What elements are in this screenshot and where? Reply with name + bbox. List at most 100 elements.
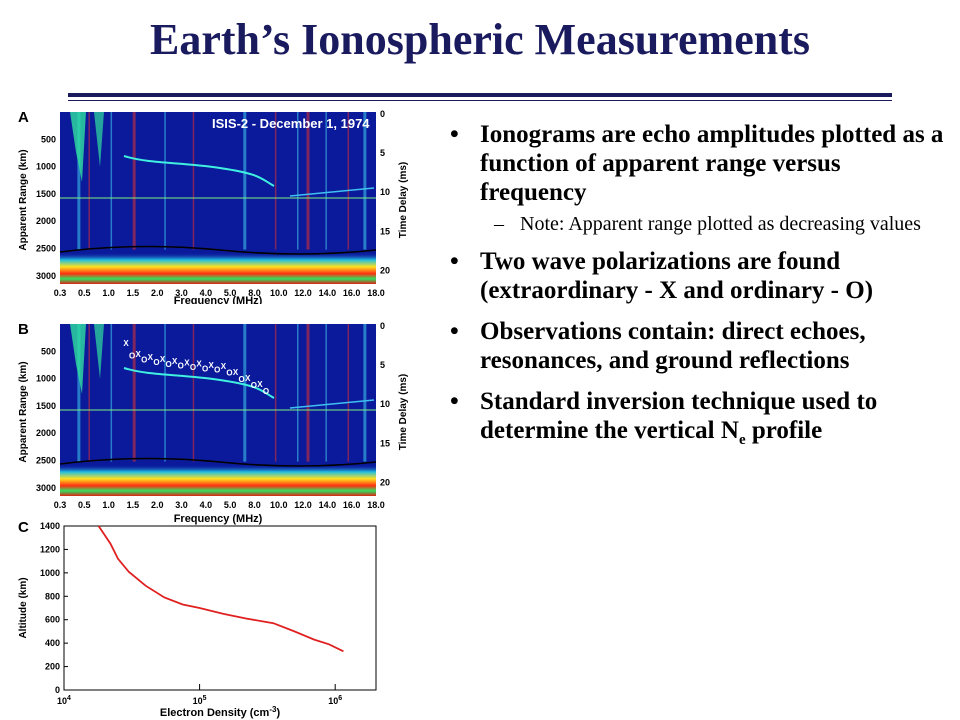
spectral-streaks [59, 324, 377, 467]
x-tick-label: 14.0 [319, 500, 337, 510]
x-tick-label: 1.0 [102, 500, 115, 510]
y2-axis-label: Time Delay (ms) [398, 374, 409, 451]
polarization-marker: O [226, 369, 232, 378]
x-tick-label: 8.0 [248, 500, 261, 510]
resonance-streak [164, 324, 166, 462]
x-axis-label: Frequency (MHz) [174, 295, 263, 304]
panel-letter: A [18, 109, 29, 126]
polarization-marker: X [136, 350, 142, 359]
polarization-marker: X [196, 360, 202, 369]
x-tick-label: 1.5 [127, 500, 140, 510]
y-tick-label: 1000 [36, 162, 56, 172]
y2-tick-label: 20 [380, 265, 390, 275]
resonance-streak [77, 112, 81, 250]
polarization-marker: O [129, 352, 135, 361]
polarization-marker: X [184, 358, 190, 367]
x-tick-label: 16.0 [343, 288, 361, 298]
density-profile-panel-c: C 0 200 400 600 800 1000 1200 1400 104 105 106 Al… [18, 519, 377, 719]
polarization-marker: O [251, 381, 257, 390]
polarization-marker: O [202, 364, 208, 373]
y-axis-ticks: 0 200 400 600 800 1000 1200 1400 [40, 521, 68, 695]
x-tick-label: 8.0 [248, 288, 261, 298]
y2-tick-label: 5 [380, 148, 385, 158]
x-axis-ticks: 104 105 106 [57, 684, 342, 706]
polarization-marker: X [148, 353, 154, 362]
spectral-streaks [59, 112, 377, 255]
x-tick-label: 5.0 [224, 500, 237, 510]
ionogram-panel-b: B XO XO XO XO XO XO XO XO XO XO XO XO 5001000150020… [18, 321, 409, 525]
bullet-item: Standard inversion technique used to det… [444, 387, 944, 455]
y2-tick-label: 0 [380, 109, 385, 119]
y-tick-label: 2500 [36, 456, 56, 466]
resonance-streak [297, 324, 299, 462]
x-tick-label: 5.0 [224, 288, 237, 298]
x-axis-ticks: 0.3 0.5 1.0 1.5 2.0 3.0 4.0 5.0 8.0 10.0 12.0 14.0 1… [54, 500, 385, 510]
polarization-marker: O [165, 360, 171, 369]
polarization-marker: O [141, 356, 147, 365]
y2-tick-label: 5 [380, 360, 385, 370]
y-tick-label: 500 [41, 134, 56, 144]
polarization-marker: X [245, 374, 251, 383]
resonance-streak [325, 324, 327, 462]
resonance-streak [243, 112, 247, 250]
y2-tick-label: 15 [380, 438, 390, 448]
y-tick-label: 2000 [36, 428, 56, 438]
title-rule-thin [68, 100, 892, 101]
y-tick-label: 400 [45, 638, 60, 648]
polarization-marker: X [221, 362, 227, 371]
bullet-item: Observations contain: direct echoes, res… [444, 317, 944, 375]
y-tick-label: 1500 [36, 189, 56, 199]
x-tick-label: 0.3 [54, 288, 67, 298]
y-axis-label: Apparent Range (km) [18, 149, 29, 250]
resonance-streak [363, 324, 367, 462]
x-tick-label: 3.0 [175, 288, 188, 298]
polarization-marker: X [123, 339, 129, 348]
polarization-marker: X [257, 380, 263, 389]
resonance-streak [77, 324, 81, 462]
plot-banner: ISIS-2 - December 1, 1974 [212, 116, 370, 131]
polarization-marker: O [178, 362, 184, 371]
y-axis-ticks: 500 1000 1500 2000 2500 3000 [36, 134, 56, 281]
resonance-streak [132, 112, 136, 250]
y-tick-label: 0 [55, 685, 60, 695]
ionogram-plot: XO XO XO XO XO XO XO XO XO XO XO XO [59, 324, 377, 496]
x-axis-label: Electron Density (cm-3) [160, 705, 281, 719]
x-tick-label: 3.0 [175, 500, 188, 510]
y-tick-label: 800 [45, 591, 60, 601]
echo-trace [289, 399, 375, 409]
resonance-streak [192, 112, 195, 250]
ionogram-panel-a: A ISIS-2 - December 1, 1974 500 1000 1500 2… [18, 109, 409, 304]
resonance-streak [306, 324, 310, 462]
bullet-item: Ionograms are echo amplitudes plotted as… [444, 120, 944, 235]
y-tick-label: 1500 [36, 401, 56, 411]
panel-letter: B [18, 321, 29, 338]
title-rule-thick [68, 93, 892, 97]
plume [94, 324, 104, 379]
x-tick-label: 0.3 [54, 500, 67, 510]
x-axis-ticks: 0.3 0.5 1.0 1.5 2.0 3.0 4.0 5.0 8.0 10.0 12.0 14.0 1… [54, 288, 385, 298]
x-tick-label: 2.0 [151, 500, 164, 510]
resonance-streak [306, 112, 310, 250]
y2-axis-label: Time Delay (ms) [398, 162, 409, 239]
x-tick-label: 16.0 [343, 500, 361, 510]
sub-bullet-item: – Note: Apparent range plotted as decreas… [494, 213, 921, 235]
plume [70, 324, 86, 394]
x-tick-label: 4.0 [200, 288, 213, 298]
y-axis-label: Apparent Range (km) [18, 361, 29, 462]
y-tick-label: 3000 [36, 483, 56, 493]
x-axis-label: Frequency (MHz) [174, 513, 263, 525]
x-tick-label: 106 [328, 695, 342, 706]
resonance-streak [88, 112, 90, 250]
resonance-streak [274, 112, 277, 250]
polarization-marker: X [233, 368, 239, 377]
polarization-marker: X [172, 357, 178, 366]
plume [94, 112, 104, 167]
x-tick-label: 105 [193, 695, 207, 706]
x-tick-label: 0.5 [78, 288, 91, 298]
resonance-streak [110, 112, 113, 250]
y-tick-label: 1000 [40, 568, 60, 578]
slide-title: Earth’s Ionospheric Measurements [150, 15, 810, 64]
y2-tick-label: 10 [380, 399, 390, 409]
x-tick-label: 14.0 [319, 288, 337, 298]
x-tick-label: 10.0 [270, 288, 288, 298]
